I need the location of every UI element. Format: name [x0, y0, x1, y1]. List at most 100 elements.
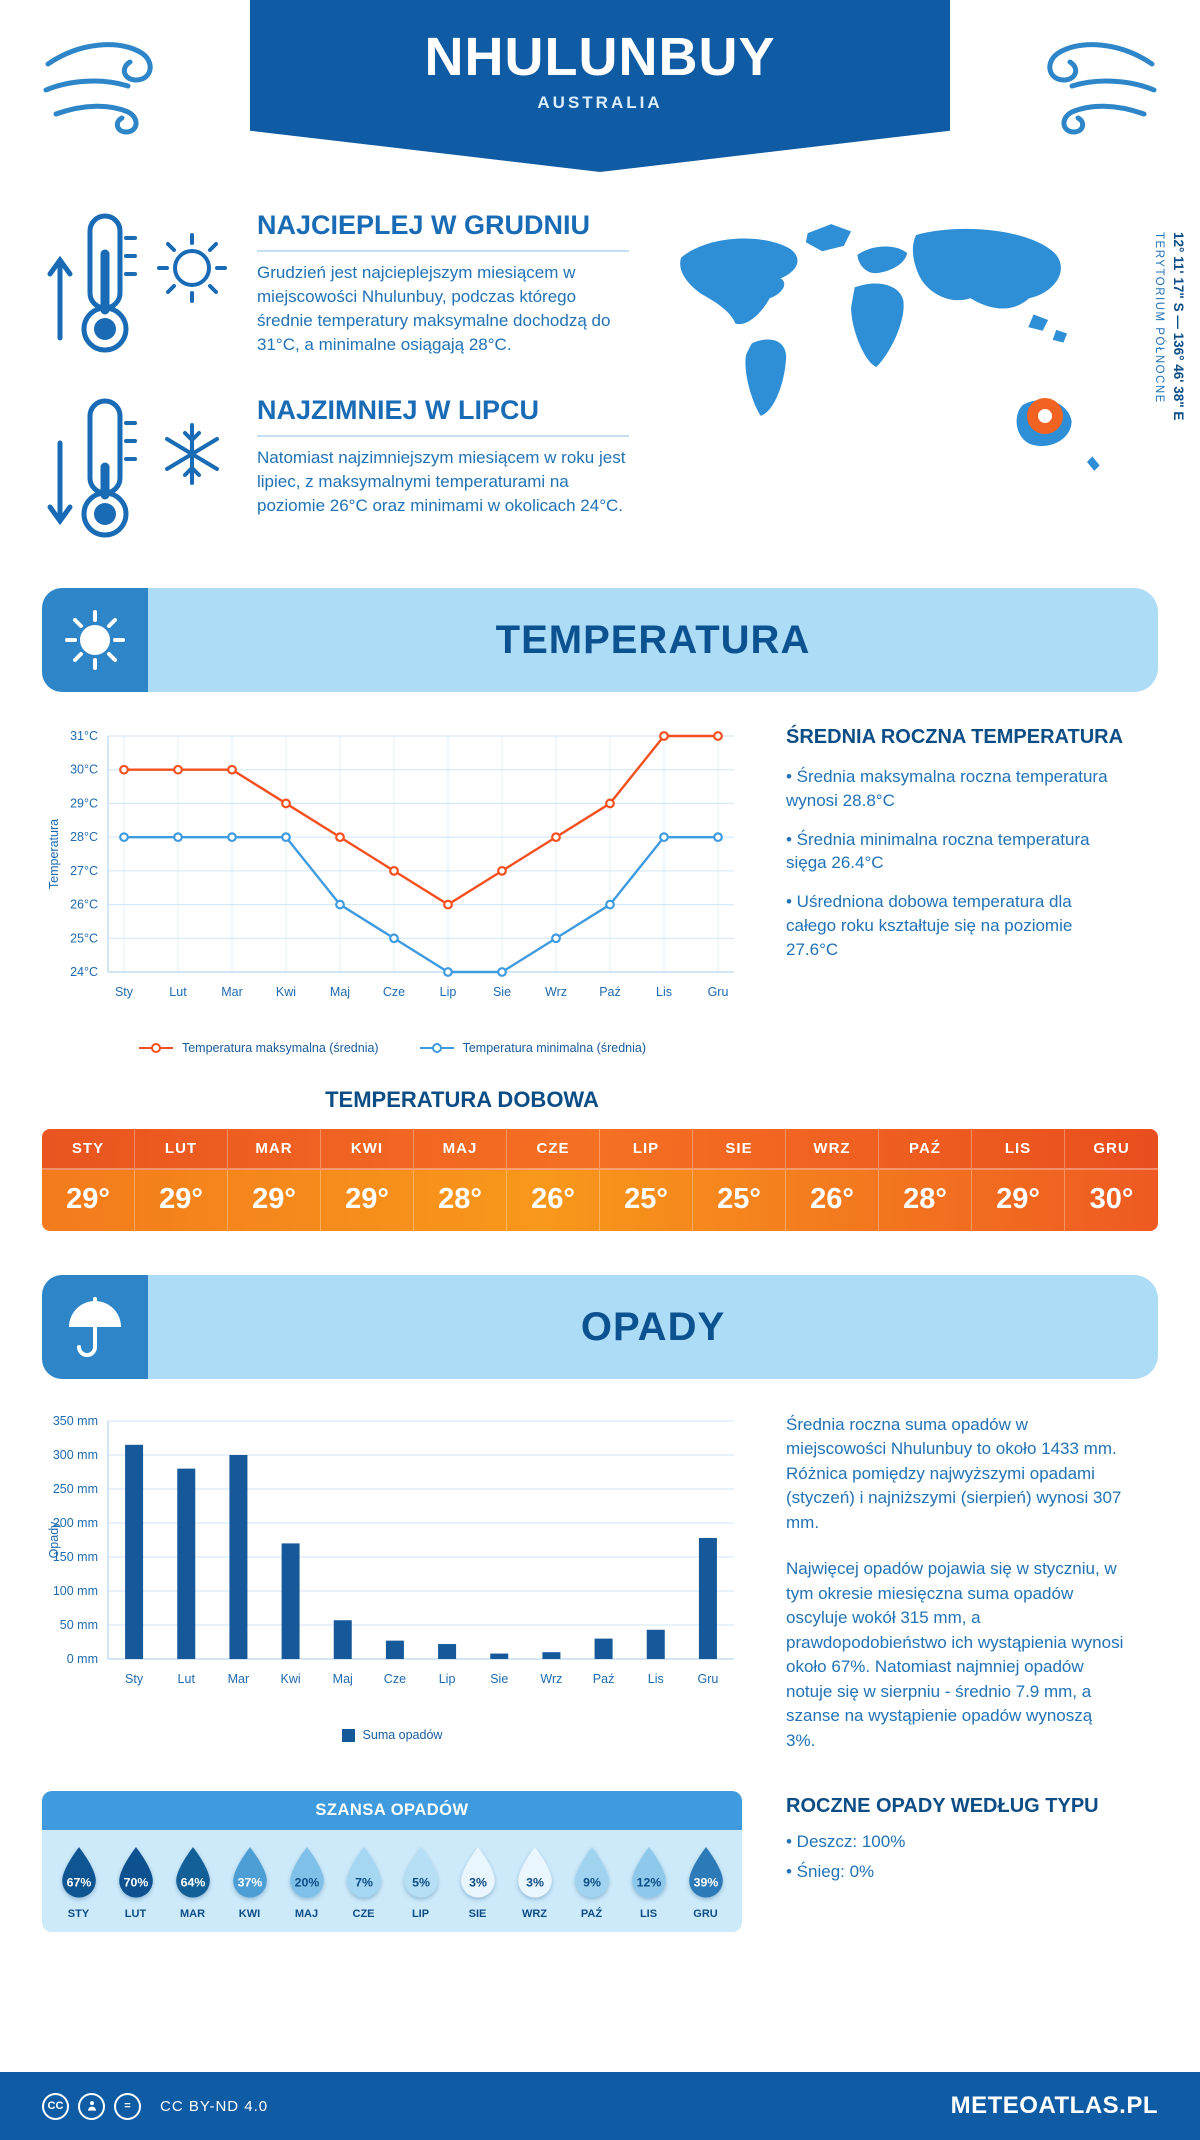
- table-month-cell: GRU: [1065, 1129, 1158, 1170]
- svg-text:Kwi: Kwi: [281, 1672, 301, 1686]
- bullet-item: • Średnia minimalna roczna temperatura s…: [786, 829, 1090, 873]
- chance-title: SZANSA OPADÓW: [42, 1791, 742, 1831]
- precipitation-section-title: OPADY: [580, 1304, 726, 1349]
- svg-text:Sie: Sie: [493, 985, 511, 999]
- umbrella-icon: [42, 1275, 148, 1379]
- chance-drop: 67% STY: [50, 1846, 107, 1920]
- table-month-cell: MAR: [228, 1129, 321, 1170]
- svg-text:300 mm: 300 mm: [53, 1448, 98, 1462]
- chance-month-label: GRU: [693, 1908, 718, 1921]
- table-temp-cell: 29°: [42, 1170, 135, 1231]
- table-month-cell: PAŹ: [879, 1129, 972, 1170]
- thermometer-snowflake-icon: [42, 395, 257, 550]
- svg-text:Paź: Paź: [599, 985, 621, 999]
- wind-icon: [43, 42, 153, 135]
- legend-item: Temperatura minimalna (średnia): [419, 1041, 646, 1055]
- table-temp-cell: 29°: [321, 1170, 414, 1231]
- table-temp-cell: 29°: [228, 1170, 321, 1231]
- page-title: NHULUNBUY: [424, 27, 776, 87]
- title-ribbon: NHULUNBUY AUSTRALIA: [250, 0, 950, 172]
- legend-item: Temperatura maksymalna (średnia): [138, 1041, 379, 1055]
- svg-text:0 mm: 0 mm: [67, 1652, 98, 1666]
- precipitation-chart-row: 0 mm 50 mm 100 mm 150 mm 200 mm 250 mm 300 mm 3…: [0, 1379, 1200, 1775]
- svg-text:39%: 39%: [693, 1875, 718, 1889]
- svg-text:50 mm: 50 mm: [60, 1618, 98, 1632]
- precipitation-paragraph-2: Najwięcej opadów pojawia się w styczniu,…: [786, 1559, 1124, 1750]
- table-value-row: 29° 29° 29° 29° 28° 26° 25° 25° 26° 28° 29° 30°: [42, 1170, 1158, 1231]
- table-temp-cell: 29°: [972, 1170, 1065, 1231]
- chance-drop: 64% MAR: [164, 1846, 221, 1920]
- svg-text:37%: 37%: [237, 1875, 262, 1889]
- svg-text:31°C: 31°C: [70, 729, 98, 743]
- cc-icon: CC: [42, 2092, 69, 2120]
- chance-month-label: MAR: [179, 1908, 206, 1921]
- warmest-heading: NAJCIEPLEJ W GRUDNIU: [257, 210, 629, 252]
- hero-header: NHULUNBUY AUSTRALIA: [0, 0, 1200, 176]
- table-month-cell: LUT: [135, 1129, 228, 1170]
- svg-text:64%: 64%: [180, 1875, 205, 1889]
- precipitation-type-list: • Deszcz: 100% • Śnieg: 0%: [786, 1832, 1126, 1882]
- chance-drop: 20% MAJ: [278, 1846, 335, 1920]
- svg-text:26°C: 26°C: [70, 898, 98, 912]
- chance-month-label: LIP: [411, 1908, 430, 1921]
- cc-license-badges[interactable]: CC = CC BY-ND 4.0: [42, 2092, 268, 2120]
- chance-month-label: KWI: [238, 1908, 261, 1921]
- table-month-cell: WRZ: [786, 1129, 879, 1170]
- table-temp-cell: 25°: [693, 1170, 786, 1231]
- svg-text:Lis: Lis: [656, 985, 672, 999]
- brand-link[interactable]: METEOATLAS.PL: [950, 2092, 1158, 2119]
- chance-drop: 3% SIE: [449, 1846, 506, 1920]
- svg-text:28°C: 28°C: [70, 830, 98, 844]
- precipitation-chance-box: SZANSA OPADÓW 67% STY 70% LUT 64% MAR 37% KWI 20…: [42, 1791, 742, 1933]
- chance-month-label: PAŹ: [580, 1908, 603, 1921]
- chance-drop: 12% LIS: [620, 1846, 677, 1920]
- bullet-item: • Uśredniona dobowa temperatura dla całe…: [786, 892, 1073, 959]
- svg-text:Wrz: Wrz: [545, 985, 567, 999]
- chance-drop: 7% CZE: [335, 1846, 392, 1920]
- temperature-summary-title: ŚREDNIA ROCZNA TEMPERATURA: [786, 726, 1124, 748]
- table-month-cell: LIP: [600, 1129, 693, 1170]
- bullet-item: • Deszcz: 100%: [786, 1832, 906, 1852]
- cc-attribution-icon: [78, 2092, 105, 2120]
- precipitation-bar-chart: 0 mm 50 mm 100 mm 150 mm 200 mm 250 mm 300 mm 3…: [47, 1414, 734, 1686]
- table-month-cell: KWI: [321, 1129, 414, 1170]
- svg-text:67%: 67%: [66, 1875, 91, 1889]
- cc-nd-icon: =: [114, 2092, 141, 2120]
- table-month-cell: MAJ: [414, 1129, 507, 1170]
- svg-text:Temperatura: Temperatura: [47, 819, 61, 889]
- svg-text:27°C: 27°C: [70, 864, 98, 878]
- svg-text:29°C: 29°C: [70, 796, 98, 810]
- table-temp-cell: 26°: [786, 1170, 879, 1231]
- svg-text:12%: 12%: [636, 1875, 661, 1889]
- table-temp-cell: 26°: [507, 1170, 600, 1231]
- temperature-chart-row: Sty Lut Mar Kwi Maj Cze Lip Sie Wrz Paź Lis Gru 24°C…: [0, 692, 1200, 1055]
- svg-text:Gru: Gru: [697, 1672, 718, 1686]
- svg-text:20%: 20%: [294, 1875, 319, 1889]
- precipitation-summary: Średnia roczna suma opadów w miejscowośc…: [786, 1403, 1126, 1775]
- svg-text:Lip: Lip: [440, 985, 457, 999]
- location-marker: [1027, 398, 1063, 434]
- svg-text:Cze: Cze: [384, 1672, 406, 1686]
- svg-text:Cze: Cze: [383, 985, 405, 999]
- svg-text:Lip: Lip: [439, 1672, 456, 1686]
- warmest-month-fact: NAJCIEPLEJ W GRUDNIU Grudzień jest najci…: [42, 210, 652, 365]
- footer: CC = CC BY-ND 4.0 METEOATLAS.PL: [0, 2072, 1200, 2140]
- svg-text:24°C: 24°C: [70, 965, 98, 979]
- svg-text:150 mm: 150 mm: [53, 1550, 98, 1564]
- chance-month-label: STY: [67, 1908, 90, 1921]
- svg-text:Mar: Mar: [228, 1672, 250, 1686]
- chance-month-label: CZE: [352, 1908, 375, 1921]
- table-temp-cell: 28°: [879, 1170, 972, 1231]
- coordinates-label: 12° 11' 17" S — 136° 46' 38" E: [1171, 232, 1186, 421]
- svg-text:5%: 5%: [412, 1875, 430, 1889]
- svg-text:Sty: Sty: [115, 985, 134, 999]
- svg-text:350 mm: 350 mm: [53, 1414, 98, 1428]
- chance-drop: 5% LIP: [392, 1846, 449, 1920]
- svg-text:7%: 7%: [355, 1875, 373, 1889]
- daily-temperature-table: STY LUT MAR KWI MAJ CZE LIP SIE WRZ PAŹ LIS GRU 29°…: [42, 1129, 1158, 1231]
- chance-drop: 37% KWI: [221, 1846, 278, 1920]
- table-month-cell: SIE: [693, 1129, 786, 1170]
- table-month-cell: LIS: [972, 1129, 1065, 1170]
- precipitation-paragraph-1: Średnia roczna suma opadów w miejscowośc…: [786, 1415, 1122, 1532]
